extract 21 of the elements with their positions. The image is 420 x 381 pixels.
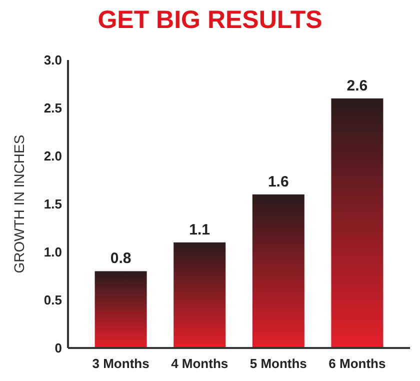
x-tick-label: 6 Months [328, 356, 386, 371]
bar [94, 271, 147, 348]
x-tick-label: 3 Months [92, 356, 150, 371]
y-tick-label: 0.5 [44, 292, 62, 308]
bar [174, 242, 226, 348]
chart-title: GET BIG RESULTS [98, 6, 322, 34]
x-tick-label: 5 Months [250, 356, 307, 371]
y-tick-label: 1.0 [44, 244, 62, 260]
bar [252, 194, 304, 348]
y-axis-title: GROWTH IN INCHES [11, 134, 27, 274]
y-tick-label: 2.5 [44, 100, 62, 116]
bar [331, 98, 384, 348]
y-tick-label: 2.0 [44, 148, 62, 164]
y-tick-label: 1.5 [44, 196, 62, 212]
data-label: 0.8 [110, 250, 132, 268]
y-tick-label: 3.0 [44, 52, 62, 68]
x-tick-label: 4 Months [171, 356, 228, 371]
data-label: 2.6 [346, 77, 368, 94]
y-tick-label: 0 [54, 340, 62, 356]
data-label: 1.6 [268, 173, 289, 190]
data-label: 1.1 [189, 221, 210, 238]
